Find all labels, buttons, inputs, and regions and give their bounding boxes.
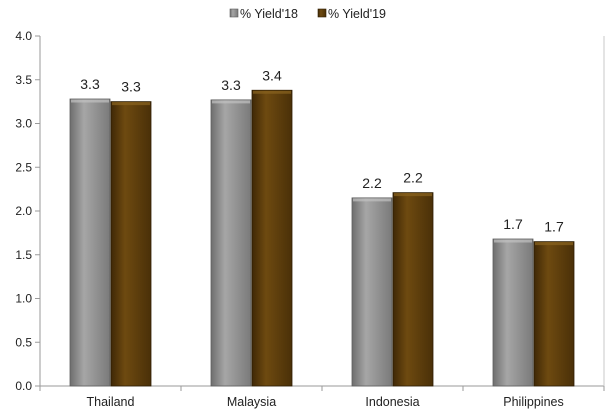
- data-label: 3.3: [221, 77, 241, 93]
- bar-top-highlight: [494, 239, 532, 243]
- legend-swatch-yield18: [229, 8, 239, 18]
- data-label: 1.7: [503, 216, 523, 232]
- bar-top-highlight: [394, 193, 432, 197]
- y-tick-label: 0.5: [15, 335, 32, 349]
- bar-yield18-indonesia: [351, 197, 393, 387]
- legend-label-yield18: % Yield'18: [240, 7, 298, 21]
- bar-top-highlight: [353, 198, 391, 202]
- data-label: 2.2: [403, 170, 423, 186]
- legend-swatch-yield19: [317, 8, 327, 18]
- bar-top-highlight: [253, 90, 291, 94]
- y-tick-label: 4.0: [15, 29, 32, 43]
- y-tick-label: 0.0: [15, 379, 32, 393]
- chart-axes: 0.0 0.5 1.0 1.5 2.0 2.5 3.0 3.5 4.0 Thailand Malay…: [15, 29, 605, 409]
- legend-label-yield19: % Yield'19: [328, 7, 386, 21]
- bar-yield18-malaysia: [210, 99, 252, 387]
- bar-yield18-philippines: [492, 238, 534, 387]
- y-tick-label: 3.5: [15, 73, 32, 87]
- chart-data-labels: 3.3 3.3 3.3 3.4 2.2 2.2 1.7 1.7: [80, 67, 564, 234]
- bar-top-highlight: [212, 100, 250, 104]
- data-label: 3.3: [121, 79, 141, 95]
- y-tick-label: 1.5: [15, 248, 32, 262]
- bar-top-highlight: [535, 242, 573, 246]
- bar-yield19-indonesia: [392, 192, 434, 387]
- data-label: 1.7: [544, 219, 564, 235]
- data-label: 3.4: [262, 67, 282, 83]
- y-tick-label: 1.0: [15, 292, 32, 306]
- x-category-label: Indonesia: [365, 395, 419, 409]
- x-category-label: Thailand: [87, 395, 135, 409]
- bar-yield19-thailand: [110, 101, 152, 387]
- bar-yield18-thailand: [69, 98, 111, 387]
- bar-top-highlight: [71, 99, 109, 103]
- chart-bars: [69, 89, 575, 387]
- bar-top-highlight: [112, 102, 150, 106]
- bar-yield19-malaysia: [251, 89, 293, 387]
- y-tick-label: 2.0: [15, 204, 32, 218]
- y-tick-label: 2.5: [15, 160, 32, 174]
- y-tick-label: 3.0: [15, 117, 32, 131]
- data-label: 2.2: [362, 175, 382, 191]
- data-label: 3.3: [80, 76, 100, 92]
- x-category-label: Malaysia: [227, 395, 276, 409]
- bar-yield19-philippines: [533, 241, 575, 387]
- x-category-label: Philippines: [503, 395, 563, 409]
- chart-legend: % Yield'18 % Yield'19: [229, 7, 386, 21]
